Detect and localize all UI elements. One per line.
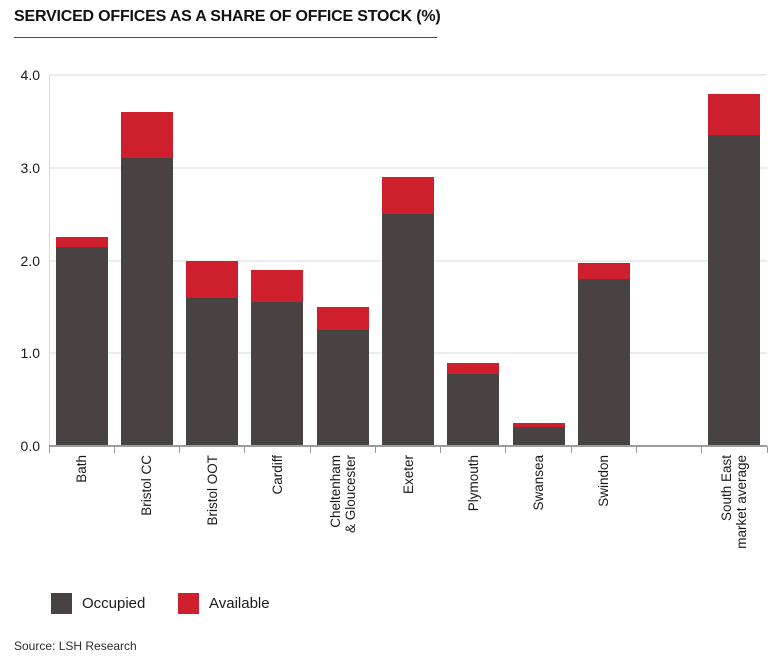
bar-available-segment xyxy=(382,177,434,215)
gridline xyxy=(49,166,767,169)
bar-available-segment xyxy=(186,260,239,298)
gridline xyxy=(49,74,767,76)
axis-tick xyxy=(701,446,703,453)
y-tick-label: 2.0 xyxy=(20,252,40,269)
bar-available-segment xyxy=(512,422,565,428)
available-legend-label: Available xyxy=(209,595,270,612)
y-tick-label: 1.0 xyxy=(20,345,40,362)
occupied-legend-label: Occupied xyxy=(82,595,146,612)
axis-tick xyxy=(440,446,442,453)
legend-item-available: Available xyxy=(178,593,270,614)
bar-available-segment xyxy=(251,269,304,303)
title-separator xyxy=(14,37,437,38)
bar-available-segment xyxy=(447,362,500,374)
bar-occupied-segment xyxy=(186,297,239,446)
bar-occupied-segment xyxy=(447,373,500,446)
bar-occupied-segment xyxy=(316,330,369,446)
x-axis-label: Cardiff xyxy=(269,455,285,495)
axis-tick xyxy=(113,446,115,453)
bar-occupied-segment xyxy=(382,214,434,446)
bar-occupied-segment xyxy=(120,158,173,446)
bar-occupied-segment xyxy=(512,427,565,446)
x-axis-label: Exeter xyxy=(400,455,416,495)
x-axis-label: Plymouth xyxy=(465,455,481,512)
x-axis-label: Bath xyxy=(74,455,90,483)
bar-available-segment xyxy=(55,237,108,247)
x-axis-label: Bristol OOT xyxy=(204,455,220,526)
legend-item-occupied: Occupied xyxy=(51,593,145,614)
axis-tick xyxy=(505,446,507,453)
bar-occupied-segment xyxy=(55,246,108,446)
x-axis-label: South East market average xyxy=(719,455,750,549)
x-axis-label: Bristol CC xyxy=(139,455,155,516)
bar-occupied-segment xyxy=(577,279,630,446)
axis-tick xyxy=(766,446,768,453)
y-tick-label: 4.0 xyxy=(20,67,40,83)
source-note: Source: LSH Research xyxy=(14,639,137,653)
axis-tick xyxy=(570,446,572,453)
x-axis-line xyxy=(49,445,767,447)
bar-available-segment xyxy=(708,93,761,136)
x-axis-label: Swansea xyxy=(531,455,547,511)
available-swatch xyxy=(178,593,199,614)
axis-tick xyxy=(48,446,50,453)
y-tick-label: 0.0 xyxy=(20,438,40,454)
axis-tick xyxy=(309,446,311,453)
y-tick-label: 3.0 xyxy=(20,159,40,176)
chart-title: SERVICED OFFICES AS A SHARE OF OFFICE ST… xyxy=(14,8,441,25)
axis-tick xyxy=(244,446,246,453)
bar-available-segment xyxy=(120,112,173,159)
axis-tick xyxy=(635,446,637,453)
bar-available-segment xyxy=(316,306,369,331)
occupied-swatch xyxy=(51,593,72,614)
y-axis-line xyxy=(49,75,50,446)
legend: Occupied Available xyxy=(0,593,781,615)
bar-available-segment xyxy=(577,263,630,280)
x-axis-label: Cheltenham & Gloucester xyxy=(327,455,358,534)
axis-tick xyxy=(374,446,376,453)
x-axis-label: Swindon xyxy=(596,455,612,507)
axis-tick xyxy=(179,446,181,453)
bar-occupied-segment xyxy=(708,135,761,446)
bar-occupied-segment xyxy=(251,302,304,446)
